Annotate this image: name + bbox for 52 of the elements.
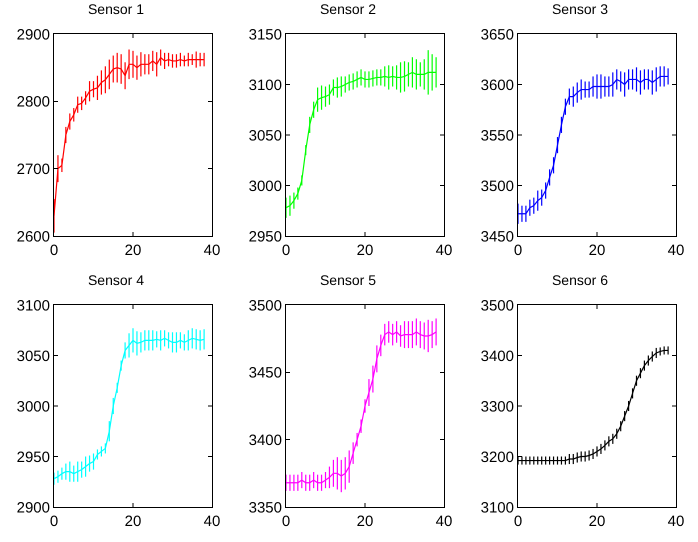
- x-tick-label: 40: [436, 513, 452, 530]
- x-tick-label: 0: [50, 242, 58, 259]
- y-tick-label: 3500: [480, 178, 514, 195]
- y-tick-label: 2900: [16, 26, 50, 44]
- y-tick-label: 3050: [248, 127, 282, 144]
- chart-title: Sensor 3: [552, 0, 608, 17]
- y-tick-label: 3100: [248, 76, 282, 94]
- chart-title: Sensor 6: [552, 272, 608, 288]
- y-tick-label: 2800: [16, 94, 50, 111]
- y-tick-label: 3650: [480, 26, 514, 44]
- y-tick-label: 3400: [248, 432, 282, 449]
- y-tick-label: 3150: [248, 26, 282, 44]
- y-tick-label: 3200: [480, 448, 514, 466]
- y-tick-label: 3000: [16, 398, 50, 416]
- x-tick-label: 40: [436, 242, 452, 259]
- y-tick-label: 3350: [248, 499, 282, 516]
- x-tick-label: 0: [514, 242, 522, 259]
- y-tick-label: 2950: [16, 448, 50, 466]
- x-tick-label: 20: [356, 513, 374, 530]
- x-tick-label: 20: [356, 242, 374, 259]
- x-tick-label: 20: [124, 242, 142, 259]
- y-tick-label: 3100: [16, 297, 50, 314]
- x-tick-label: 40: [204, 242, 220, 259]
- y-tick-label: 3400: [480, 348, 514, 365]
- x-tick-label: 20: [588, 513, 606, 530]
- x-tick-label: 0: [50, 513, 58, 530]
- y-tick-label: 3100: [480, 499, 514, 516]
- chart-title: Sensor 2: [320, 0, 376, 17]
- chart-title: Sensor 4: [88, 272, 144, 288]
- y-tick-label: 2900: [16, 499, 50, 516]
- x-tick-label: 20: [588, 242, 606, 259]
- y-tick-label: 3550: [480, 127, 514, 144]
- x-tick-label: 40: [668, 513, 684, 530]
- x-tick-label: 0: [282, 242, 290, 259]
- chart-title: Sensor 5: [320, 272, 376, 288]
- y-tick-label: 3450: [248, 364, 282, 382]
- y-tick-label: 2950: [248, 228, 282, 246]
- x-tick-label: 40: [204, 513, 220, 530]
- y-tick-label: 2700: [16, 160, 50, 178]
- y-tick-label: 3300: [480, 398, 514, 416]
- y-tick-label: 3600: [480, 76, 514, 94]
- x-tick-label: 40: [668, 242, 684, 259]
- x-tick-label: 0: [514, 513, 522, 530]
- y-tick-label: 3500: [480, 297, 514, 314]
- x-tick-label: 20: [124, 513, 142, 530]
- y-tick-label: 3050: [16, 348, 50, 365]
- x-tick-label: 0: [282, 513, 290, 530]
- y-tick-label: 3500: [248, 297, 282, 314]
- y-tick-label: 2600: [16, 228, 50, 246]
- chart-title: Sensor 1: [88, 0, 144, 17]
- y-tick-label: 3450: [480, 228, 514, 246]
- y-tick-label: 3000: [248, 178, 282, 195]
